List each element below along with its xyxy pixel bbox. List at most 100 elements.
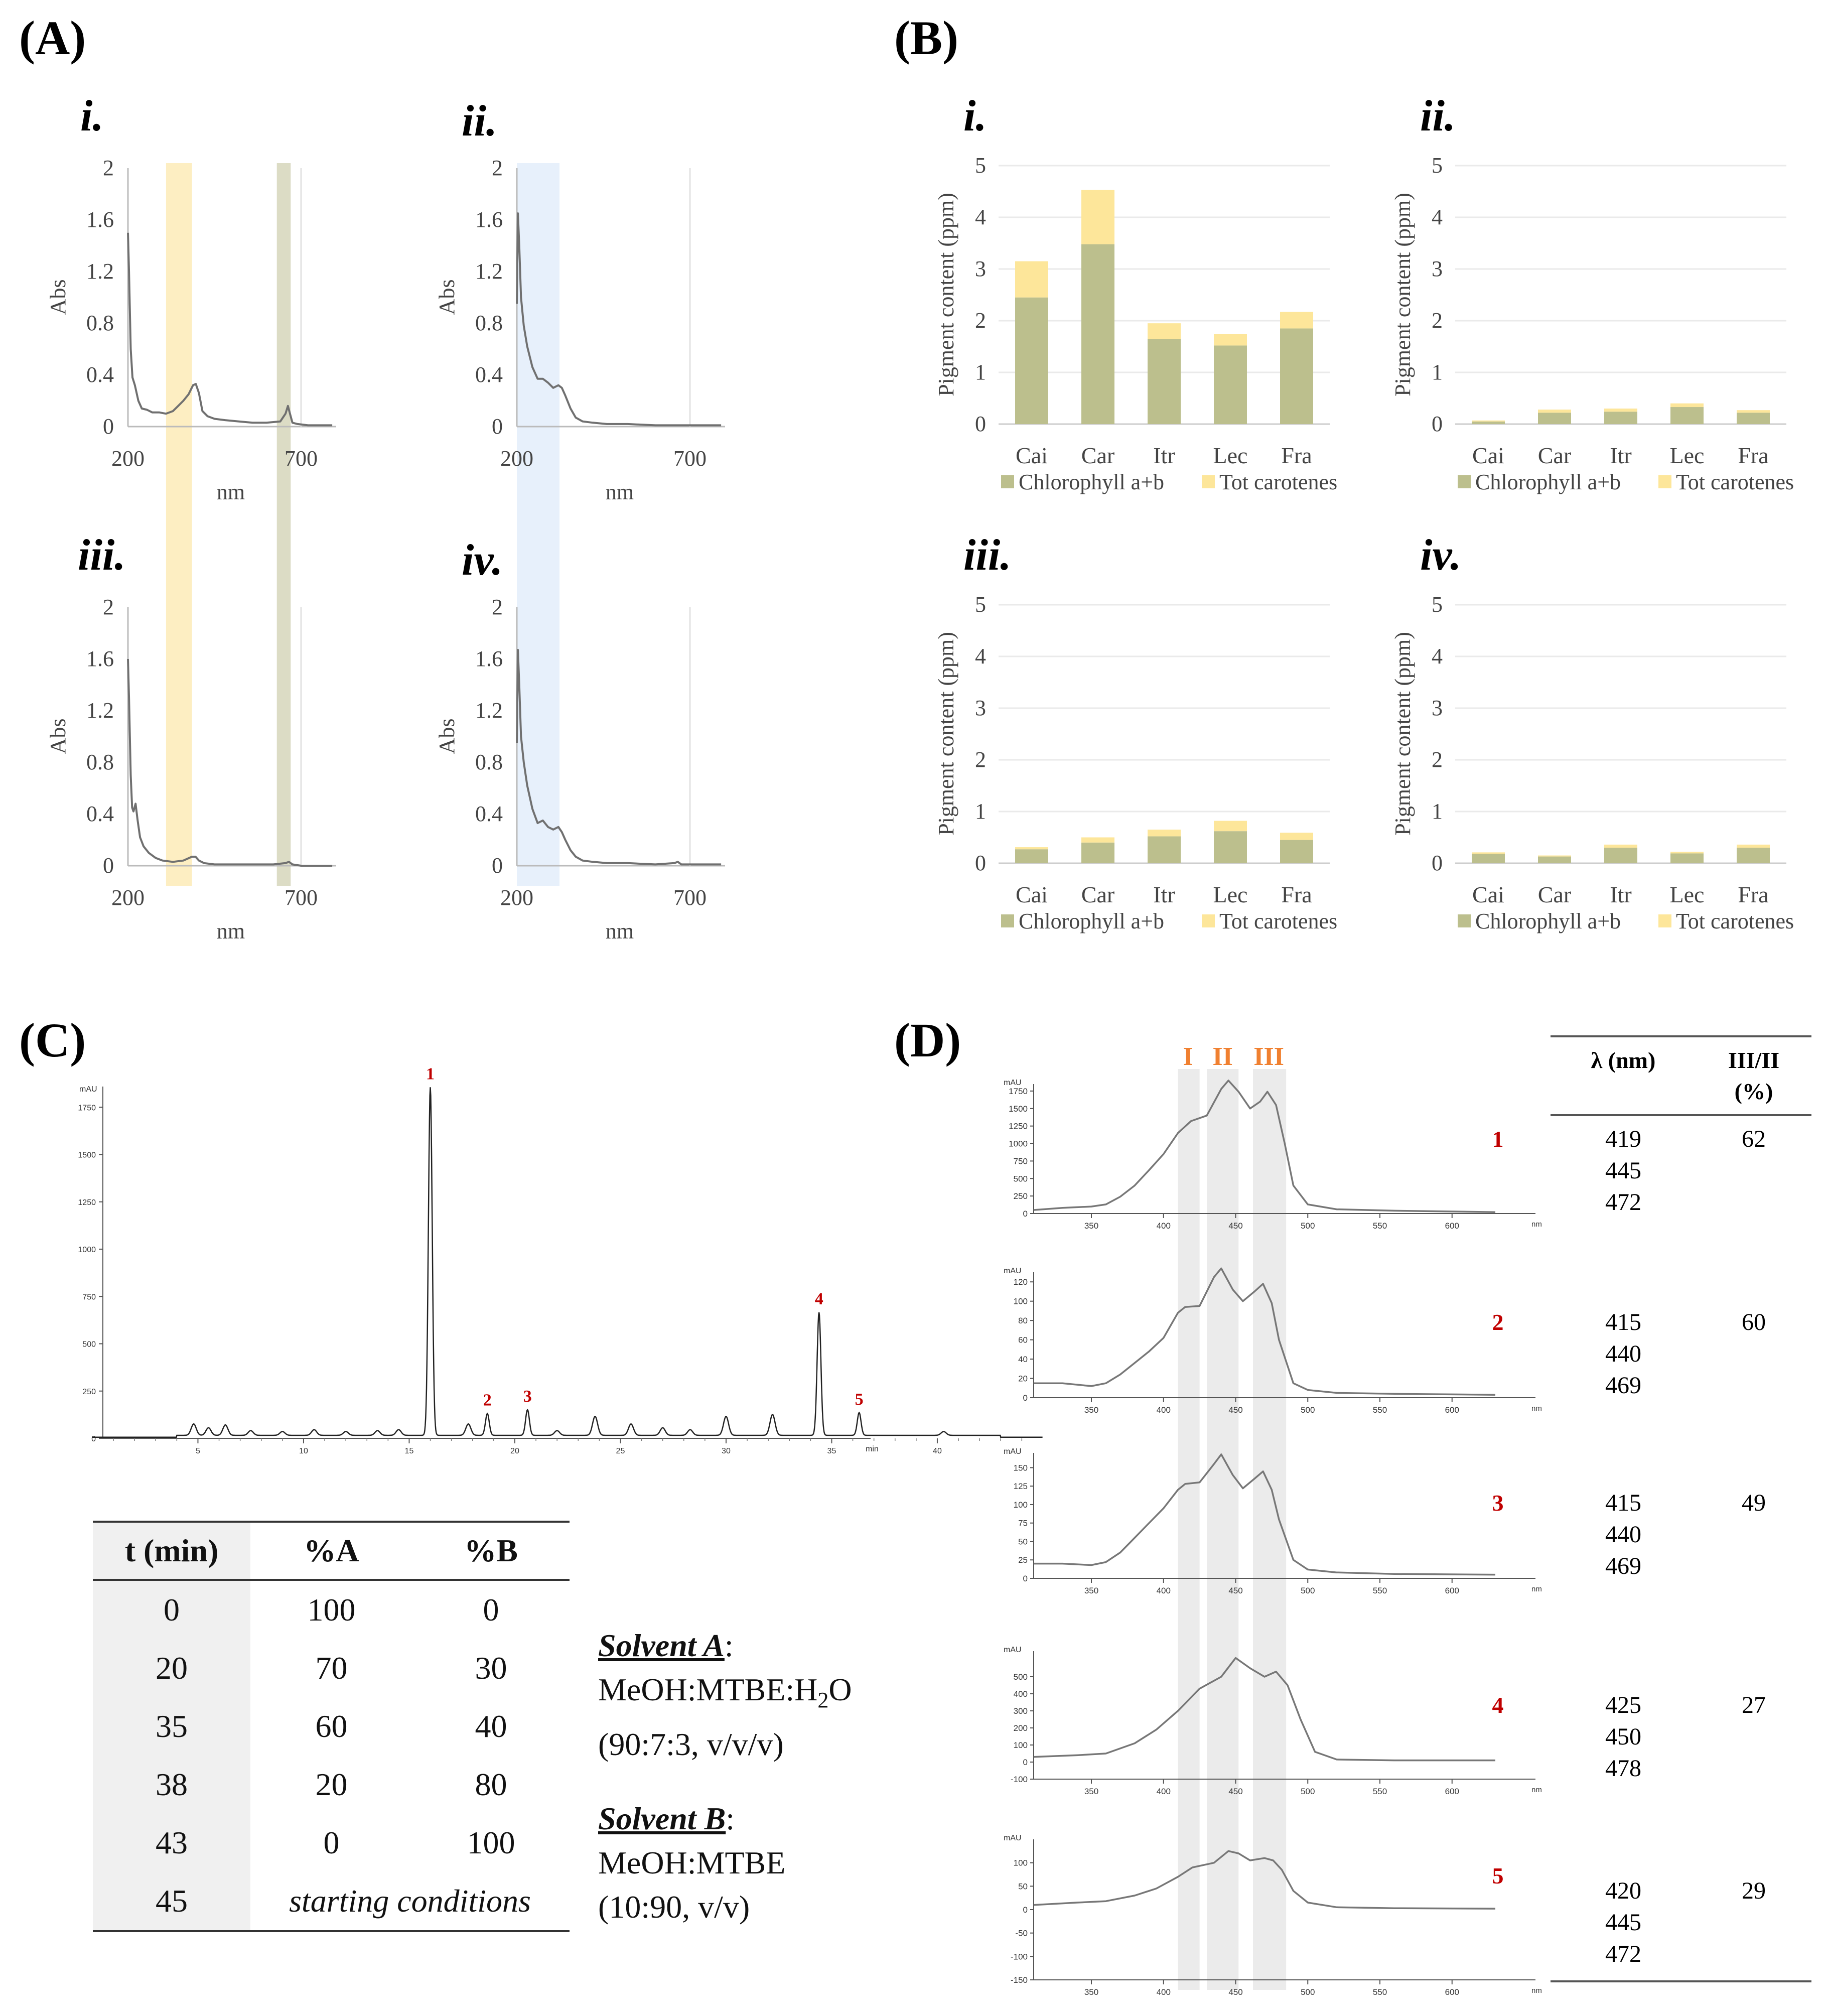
x-tick-label: 550	[1373, 1586, 1387, 1595]
y-tick-label: 2	[492, 595, 503, 619]
y-tick-label: 1000	[78, 1246, 96, 1254]
cell-time: 43	[93, 1814, 250, 1872]
gradient-table: t (min) %A %B 0 100 0 20 70 30 35 60 40 …	[93, 1521, 570, 1932]
y-tick-label: 400	[1014, 1689, 1028, 1699]
cell-starting-conditions: starting conditions	[250, 1872, 570, 1932]
highlight-band-green	[276, 163, 291, 886]
panel-label-a: (A)	[19, 11, 86, 65]
x-tick-label: 500	[1301, 1987, 1315, 1997]
solvent-b-block: Solvent B: MeOH:MTBE (10:90, v/v)	[598, 1797, 785, 1929]
y-tick-label: 0	[103, 853, 114, 878]
table-cell-wavelength: 469	[1605, 1553, 1641, 1579]
spectrum-line	[1033, 1080, 1496, 1213]
x-tick-label: Car	[1538, 882, 1571, 907]
legend-swatch-carotenes	[1658, 914, 1671, 927]
spectrum-line	[1033, 1657, 1495, 1762]
spectrum-line	[1034, 1267, 1496, 1396]
band-II	[1207, 1069, 1239, 1990]
y-tick-label: 1.2	[86, 259, 114, 284]
x-tick-label: 600	[1445, 1221, 1459, 1231]
table-cell-wavelength: 415	[1605, 1309, 1641, 1335]
subpanel-label: iii.	[78, 531, 125, 580]
y-tick-label: 3	[975, 696, 986, 720]
x-axis-label: nm	[606, 919, 634, 944]
y-tick-label: 2	[975, 747, 986, 772]
bar-carotenes	[1015, 847, 1048, 850]
y-tick-label: 0.4	[86, 801, 114, 826]
x-tick-label: Fra	[1281, 882, 1312, 907]
x-tick-label: 500	[1301, 1586, 1315, 1595]
table-cell-wavelength: 440	[1605, 1521, 1641, 1548]
panel-label-b: (B)	[894, 11, 958, 65]
table-cell-wavelength: 472	[1605, 1941, 1641, 1967]
cell-a: 20	[315, 1767, 348, 1802]
y-tick-label: 100	[1014, 1740, 1028, 1750]
cell-a: 70	[315, 1650, 348, 1686]
table-cell-wavelength: 415	[1605, 1490, 1641, 1516]
x-unit-label: min	[866, 1445, 879, 1453]
subpanel-label: ii.	[1420, 92, 1456, 141]
table-row: 45 starting conditions	[93, 1872, 570, 1932]
subpanel-label: iv.	[462, 536, 503, 585]
bar-carotenes	[1538, 855, 1571, 857]
table-row: 0 100 0	[93, 1580, 570, 1639]
x-tick-label: 350	[1084, 1586, 1098, 1595]
x-axis-label: nm	[606, 480, 634, 504]
y-tick-label: 2	[492, 156, 503, 180]
x-unit-label: nm	[1531, 1585, 1542, 1593]
y-tick-label: 3	[1432, 696, 1443, 720]
bar-chlorophyll	[1015, 849, 1048, 863]
bar-chlorophyll	[1015, 297, 1048, 424]
x-tick-label: 600	[1445, 1405, 1459, 1415]
y-tick-label: 60	[1018, 1335, 1028, 1345]
x-tick-label: 350	[1084, 1987, 1098, 1997]
x-tick-label: 700	[673, 885, 707, 910]
y-axis-label: Abs	[435, 280, 459, 315]
y-tick-label: 0	[492, 414, 503, 439]
x-tick-label: Itr	[1610, 882, 1631, 907]
x-tick-label: 400	[1157, 1987, 1171, 1997]
x-tick-label: Lec	[1213, 443, 1248, 468]
bar-carotenes	[1538, 410, 1571, 413]
y-tick-label: 1	[975, 799, 986, 824]
spectrum-line	[516, 649, 722, 866]
table-cell-wavelength: 440	[1605, 1340, 1641, 1367]
y-tick-label: 1.6	[86, 646, 114, 671]
y-tick-label: 80	[1018, 1316, 1028, 1325]
peak-label: 3	[523, 1387, 532, 1406]
x-axis-label: nm	[217, 919, 245, 944]
bar-carotenes	[1472, 420, 1505, 422]
subpanel-label: iii.	[963, 531, 1011, 580]
y-tick-label: 3	[1432, 256, 1443, 281]
spectrum-line	[1033, 1850, 1496, 1910]
x-tick-label: 400	[1157, 1405, 1171, 1415]
x-tick-label: 450	[1228, 1787, 1242, 1796]
x-tick-label: Lec	[1670, 443, 1705, 468]
table-header-ratio: III/II	[1728, 1047, 1779, 1073]
y-axis-label: Pigment content (ppm)	[934, 632, 958, 836]
y-tick-label: 0	[1023, 1209, 1028, 1219]
abs-chart-a-ii: ii. 0 0.4 0.8 1.2 1.6 2 200 700 nm Abs	[435, 97, 725, 504]
peak-number-label: 4	[1492, 1692, 1504, 1718]
solvent-b-label: Solvent B	[598, 1801, 726, 1836]
y-tick-label: 0	[1023, 1574, 1028, 1583]
y-tick-label: 0	[1023, 1393, 1028, 1403]
panel-label-c: (C)	[19, 1013, 86, 1067]
x-tick-label: Itr	[1610, 443, 1631, 468]
y-tick-label: 5	[975, 592, 986, 617]
cell-a: 60	[315, 1708, 348, 1744]
bar-carotenes	[1148, 830, 1181, 837]
x-tick-label: 500	[1301, 1221, 1315, 1231]
table-cell-ratio: 49	[1742, 1490, 1766, 1516]
x-tick-label: Cai	[1472, 882, 1504, 907]
y-tick-label: 50	[1018, 1537, 1028, 1546]
solvent-a-block: Solvent A: MeOH:MTBE:H2O (90:7:3, v/v/v)	[598, 1624, 852, 1767]
bar-chlorophyll	[1472, 421, 1505, 424]
y-tick-label: 20	[1018, 1374, 1028, 1384]
solvent-a-label: Solvent A	[598, 1628, 725, 1663]
x-tick-label: 700	[285, 885, 318, 910]
peak-number-label: 3	[1492, 1490, 1504, 1516]
legend-swatch-carotenes	[1202, 914, 1215, 927]
